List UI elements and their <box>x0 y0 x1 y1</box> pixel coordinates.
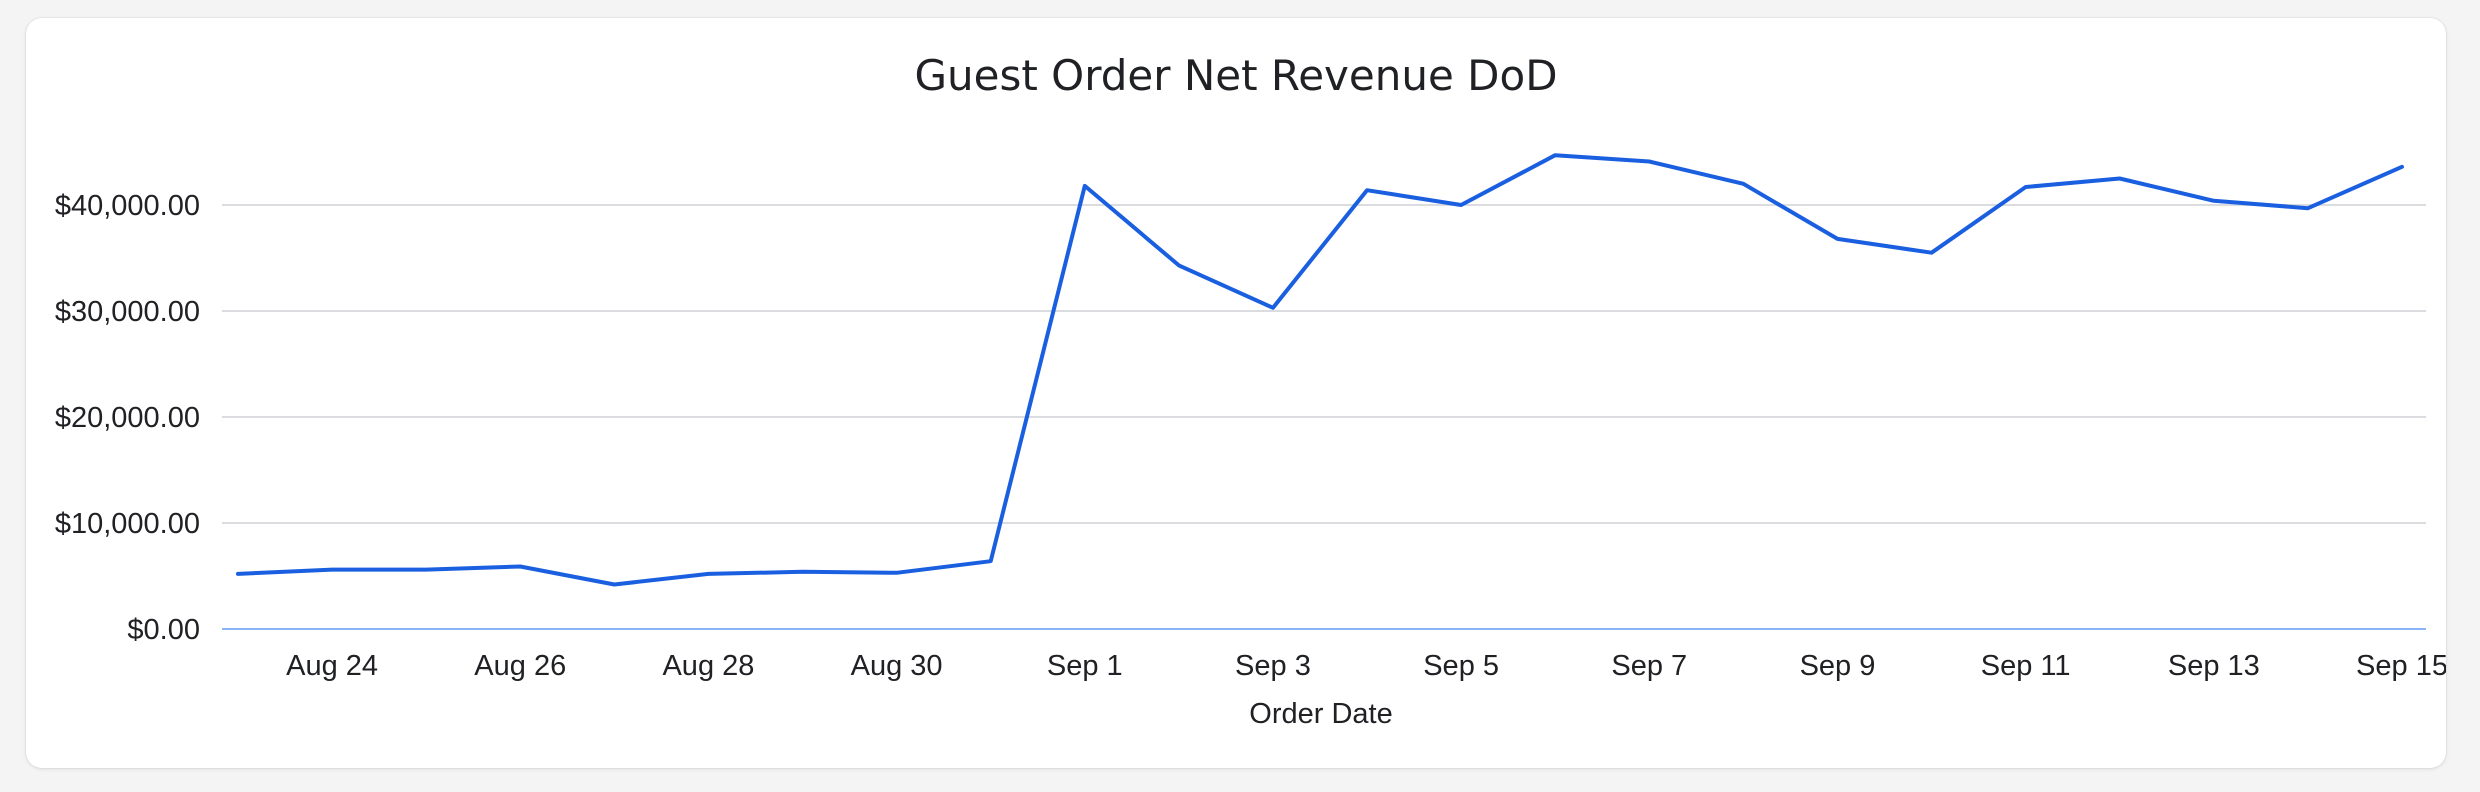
x-tick-label: Sep 3 <box>1235 650 1311 682</box>
data-point-aug-25 <box>424 568 428 572</box>
x-axis-label: Order Date <box>1249 698 1392 730</box>
x-tick-label: Aug 28 <box>662 650 754 682</box>
data-point-sep-9 <box>1835 237 1839 241</box>
series-line-guest-order-net-revenue <box>236 153 2404 587</box>
x-axis-ticks: Aug 24 Aug 26 Aug 28 Aug 30 Sep 1 Sep 3 Sep 5 S… <box>286 650 2446 682</box>
data-point-aug-28 <box>706 572 710 576</box>
data-point-aug-31 <box>989 559 993 563</box>
data-point-sep-5 <box>1459 203 1463 207</box>
data-point-sep-12 <box>2118 177 2122 181</box>
y-tick-label: $10,000.00 <box>55 508 200 540</box>
y-tick-label: $40,000.00 <box>55 190 200 222</box>
x-tick-label: Sep 15 <box>2356 650 2446 682</box>
data-point-aug-26 <box>518 564 522 568</box>
x-tick-label: Sep 1 <box>1047 650 1123 682</box>
y-tick-label: $20,000.00 <box>55 402 200 434</box>
gridlines <box>222 204 2426 630</box>
data-point-sep-8 <box>1741 182 1745 186</box>
data-point-sep-2 <box>1177 263 1181 267</box>
chart-title: Guest Order Net Revenue DoD <box>914 51 1557 100</box>
line-chart: Guest Order Net Revenue DoD $0.00 $10,000… <box>55 51 2446 730</box>
x-tick-label: Sep 7 <box>1611 650 1687 682</box>
data-point-aug-27 <box>612 582 616 586</box>
data-point-aug-24 <box>330 568 334 572</box>
data-point-sep-10 <box>1930 251 1934 255</box>
y-axis-ticks: $0.00 $10,000.00 $20,000.00 $30,000.00 $40,0… <box>55 190 200 646</box>
data-point-sep-6 <box>1553 153 1557 157</box>
x-tick-label: Aug 30 <box>851 650 943 682</box>
data-point-sep-15 <box>2400 165 2404 169</box>
data-point-sep-4 <box>1365 188 1369 192</box>
x-tick-label: Sep 9 <box>1800 650 1876 682</box>
x-tick-label: Sep 13 <box>2168 650 2260 682</box>
x-tick-label: Aug 24 <box>286 650 378 682</box>
y-tick-label: $30,000.00 <box>55 296 200 328</box>
x-tick-label: Sep 5 <box>1423 650 1499 682</box>
data-point-sep-13 <box>2212 199 2216 203</box>
chart-card: Guest Order Net Revenue DoD $0.00 $10,000… <box>26 18 2446 768</box>
x-tick-label: Aug 26 <box>474 650 566 682</box>
y-tick-label: $0.00 <box>127 614 200 646</box>
data-point-sep-3 <box>1271 306 1275 310</box>
data-point-sep-14 <box>2306 206 2310 210</box>
data-point-aug-30 <box>895 571 899 575</box>
data-point-sep-1 <box>1083 184 1087 188</box>
data-point-sep-7 <box>1647 160 1651 164</box>
data-point-sep-11 <box>2024 185 2028 189</box>
x-tick-label: Sep 11 <box>1981 650 2071 682</box>
data-point-aug-29 <box>801 570 805 574</box>
series-points <box>236 153 2404 586</box>
data-point-aug-23 <box>236 572 240 576</box>
